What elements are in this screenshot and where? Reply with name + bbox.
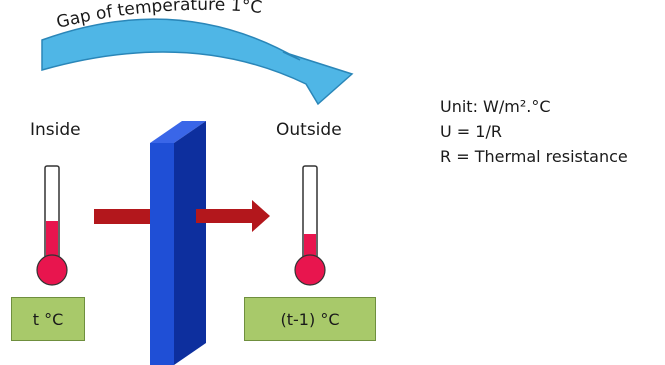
wall-side [174,121,206,365]
wall-top [150,121,206,143]
thermometer-outside [294,165,326,286]
wall [150,121,206,365]
info-panel: Unit: W/m².°C U = 1/R R = Thermal resist… [440,94,628,169]
outside-temperature-box: (t-1) °C [244,297,376,341]
heat-flow-bar-inside [94,209,156,224]
formula-text: U = 1/R [440,122,502,141]
inside-temperature-box: t °C [11,297,85,341]
inside-label: Inside [30,120,81,140]
thermometer-inside [36,165,68,286]
heat-flow-arrow-outside [196,200,270,232]
unit-text: Unit: W/m².°C [440,97,551,116]
temperature-gap-arc-arrow [41,18,354,106]
outside-label: Outside [276,120,342,140]
outside-temperature-text: (t-1) °C [280,309,340,329]
inside-temperature-text: t °C [32,309,64,329]
wall-front [150,143,174,365]
definition-text: R = Thermal resistance [440,147,628,166]
